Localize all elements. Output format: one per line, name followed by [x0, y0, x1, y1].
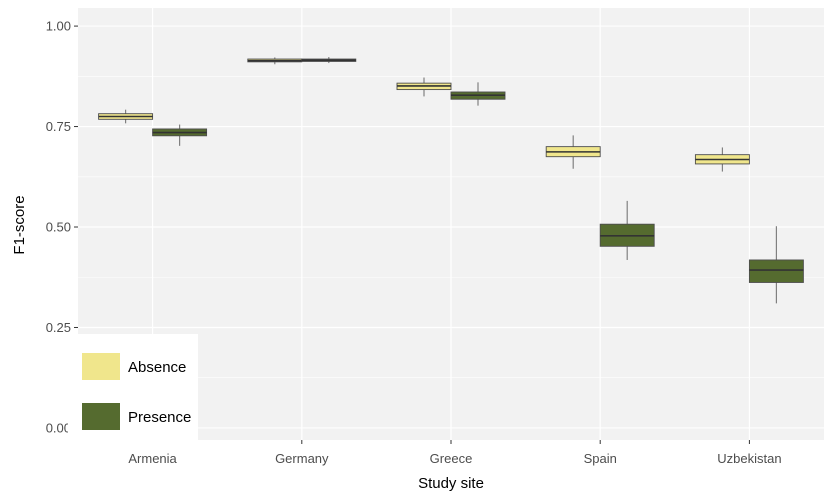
legend: Absence Presence [68, 334, 198, 444]
box-absence [396, 77, 452, 97]
legend-key-absence [82, 353, 120, 380]
x-tick-label: Armenia [128, 451, 177, 466]
x-axis-ticks: Armenia Germany Greece Spain Uzbekistan [128, 440, 782, 466]
box-series [98, 57, 804, 304]
y-axis-ticks: 0.00 0.25 0.50 0.75 1.00 [46, 19, 78, 435]
x-tick-label: Spain [584, 451, 617, 466]
box-presence [152, 124, 208, 146]
box-presence [301, 57, 357, 64]
box-absence [545, 135, 601, 169]
y-tick-label: 0.00 [46, 420, 71, 435]
x-tick-label: Greece [430, 451, 473, 466]
y-tick-label: 0.75 [46, 119, 71, 134]
box-absence [694, 147, 750, 172]
y-tick-label: 1.00 [46, 19, 71, 34]
legend-label-presence: Presence [128, 409, 191, 426]
y-tick-label: 0.25 [46, 320, 71, 335]
box-body [748, 259, 804, 283]
legend-label-absence: Absence [128, 359, 186, 376]
x-axis-title: Study site [418, 475, 484, 492]
x-tick-label: Uzbekistan [717, 451, 781, 466]
box-absence [98, 109, 154, 124]
y-axis-title: F1-score [11, 195, 28, 254]
x-tick-label: Germany [275, 451, 329, 466]
y-tick-label: 0.50 [46, 220, 71, 235]
box-presence [450, 82, 506, 106]
legend-key-presence [82, 403, 120, 430]
box-presence [599, 200, 655, 260]
box-presence [748, 226, 804, 304]
